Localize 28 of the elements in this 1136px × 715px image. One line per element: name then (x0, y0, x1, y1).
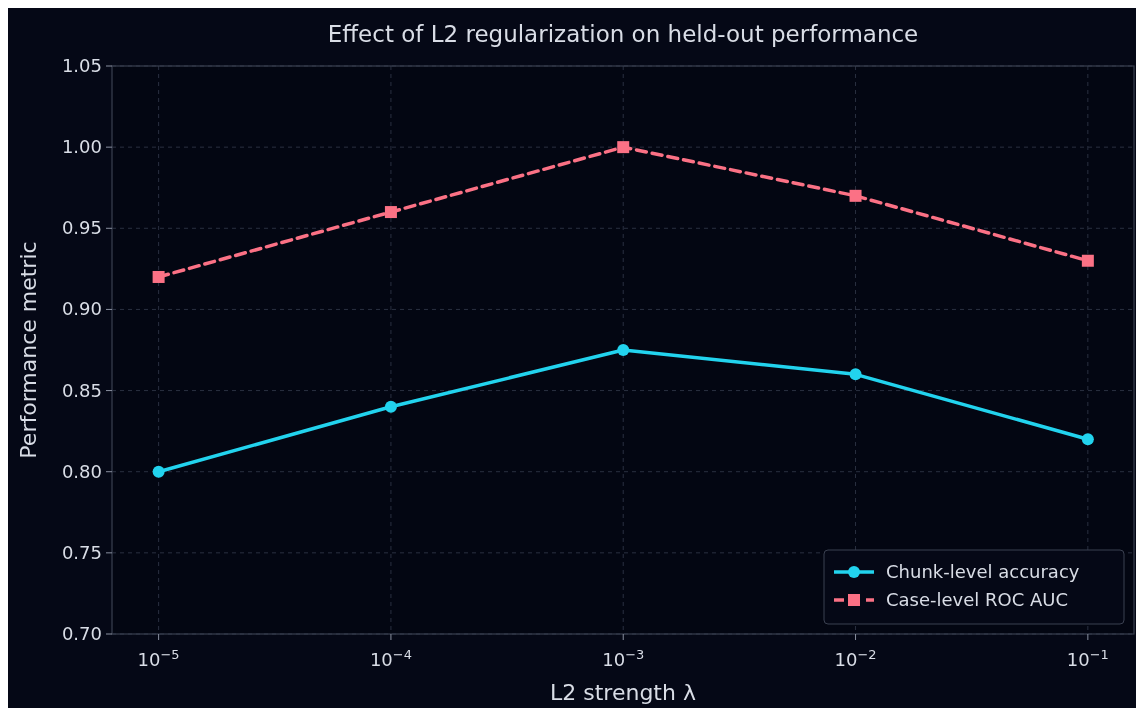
x-axis-title: L2 strength λ (550, 680, 696, 705)
x-tick-label: 10$^{−2}$ (834, 646, 877, 670)
point (617, 141, 630, 154)
legend-label: Chunk-level accuracy (886, 561, 1080, 582)
chart-title: Effect of L2 regularization on held-out performance (327, 21, 919, 47)
x-tick-label: 10$^{−5}$ (137, 646, 180, 670)
point (1081, 433, 1094, 446)
point (152, 465, 165, 478)
y-tick-label: 0.85 (61, 379, 102, 401)
y-tick-label: 1.05 (61, 55, 102, 76)
point (384, 400, 397, 413)
point (152, 270, 165, 283)
y-tick-label: 0.70 (61, 623, 102, 644)
y-tick-label: 0.90 (61, 298, 102, 320)
point (849, 189, 862, 202)
point (849, 368, 862, 381)
x-tick-label: 10$^{−1}$ (1066, 646, 1109, 670)
y-tick-label: 0.75 (61, 541, 102, 563)
x-tick-label: 10$^{−3}$ (602, 646, 645, 670)
y-tick-label: 0.95 (61, 217, 102, 239)
x-tick-label: 10$^{−4}$ (369, 646, 412, 670)
point (1081, 254, 1094, 267)
y-tick-label: 1.00 (61, 136, 102, 158)
y-axis-title: Performance metric (16, 241, 41, 459)
point (617, 344, 630, 356)
point (384, 206, 397, 219)
legend-label: Case-level ROC AUC (886, 589, 1069, 610)
y-tick-label: 0.80 (61, 460, 102, 482)
